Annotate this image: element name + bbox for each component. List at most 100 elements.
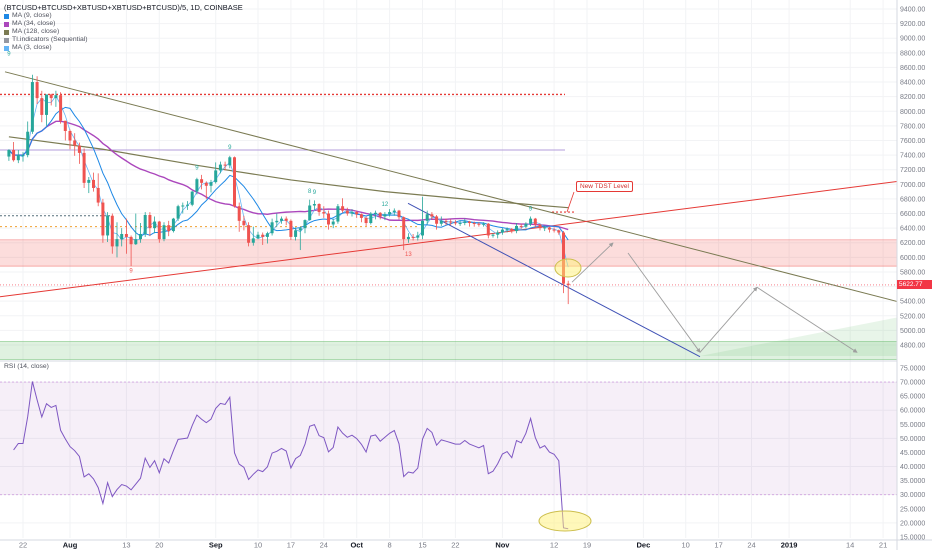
time-axis-label: 21 <box>879 541 887 550</box>
time-axis-label: 19 <box>583 541 591 550</box>
ascending-support[interactable] <box>0 177 932 298</box>
price-axis-label: 7400.00 <box>900 153 925 160</box>
rsi-axis-label: 55.0000 <box>900 422 925 429</box>
rsi-oversold-highlight[interactable] <box>538 510 592 532</box>
indicator-label: MA (34, close) <box>12 20 56 27</box>
legend-indicator[interactable]: MA (9, close) <box>4 12 243 20</box>
indicator-color-chip <box>4 45 9 51</box>
resistance-zone <box>0 239 897 267</box>
support-zone <box>0 341 897 360</box>
price-axis-label: 5800.00 <box>900 269 925 276</box>
projection-arrow[interactable] <box>627 252 701 353</box>
rsi-pane-title[interactable]: RSI (14, close) <box>4 363 49 370</box>
td-sequential-mark: 13 <box>405 252 412 258</box>
td-sequential-mark: 9 <box>529 207 533 213</box>
breakdown-trendline[interactable] <box>407 202 701 358</box>
candlestick-series <box>7 74 570 305</box>
price-axis[interactable] <box>897 0 932 550</box>
time-axis-label: 10 <box>254 541 262 550</box>
price-axis-label: 7000.00 <box>900 182 925 189</box>
rsi-line <box>13 381 569 530</box>
td-sequential-mark: 9 <box>129 269 133 275</box>
projection-arrow[interactable] <box>571 242 614 283</box>
rsi-pane <box>0 381 897 532</box>
descending-trendline[interactable] <box>4 71 930 310</box>
price-axis-label: 6000.00 <box>900 255 925 262</box>
ma-34-line <box>8 120 569 231</box>
last-price-badge: 5622.77 <box>897 279 932 289</box>
time-axis-label: 12 <box>550 541 558 550</box>
rsi-axis-label: 65.0000 <box>900 394 925 401</box>
indicator-color-chip <box>4 29 9 35</box>
time-axis-label: Sep <box>209 541 223 550</box>
td-sequential-mark: 9 <box>195 166 199 172</box>
time-axis[interactable] <box>0 540 932 550</box>
symbol-title[interactable]: (BTCUSD+BTCUSD+XBTUSD+XBTUSD+BTCUSD)/5, … <box>4 3 243 12</box>
time-axis-label: 8 <box>388 541 392 550</box>
indicator-label: MA (3, close) <box>12 44 52 51</box>
time-axis-label: Oct <box>350 541 363 550</box>
legend-indicator[interactable]: TI.indicators (Sequential) <box>4 36 243 44</box>
price-axis-label: 5200.00 <box>900 313 925 320</box>
tdst-pointer-line <box>566 191 575 213</box>
rsi-axis-label: 50.0000 <box>900 436 925 443</box>
tdst-annotation[interactable]: New TDST Level <box>576 181 633 192</box>
time-axis-label: 24 <box>320 541 328 550</box>
time-axis-label: Nov <box>495 541 510 550</box>
rsi-axis-label: 45.0000 <box>900 450 925 457</box>
time-axis-label: 22 <box>19 541 27 550</box>
price-axis-label: 8600.00 <box>900 65 925 72</box>
time-axis-label: 20 <box>155 541 163 550</box>
rsi-axis-label: 75.0000 <box>900 366 925 373</box>
rsi-axis-label: 20.0000 <box>900 520 925 527</box>
indicator-color-chip <box>4 21 9 27</box>
rsi-axis-label: 40.0000 <box>900 464 925 471</box>
time-axis-label: 2019 <box>781 541 798 550</box>
time-axis-label: 17 <box>287 541 295 550</box>
rsi-axis-label: 70.0000 <box>900 380 925 387</box>
rsi-axis-label: 60.0000 <box>900 408 925 415</box>
time-axis-label: 14 <box>846 541 854 550</box>
rsi-band <box>0 382 897 495</box>
projection-arrow[interactable] <box>756 286 858 353</box>
chart-legend: (BTCUSD+BTCUSD+XBTUSD+XBTUSD+BTCUSD)/5, … <box>4 3 243 52</box>
time-axis-label: Dec <box>637 541 651 550</box>
indicator-label: MA (128, close) <box>12 28 60 35</box>
td-sequential-mark: 12 <box>382 202 389 208</box>
price-axis-label: 6800.00 <box>900 196 925 203</box>
td-sequential-mark: 9 <box>7 52 11 58</box>
ma-128-line <box>8 136 569 209</box>
legend-indicator[interactable]: MA (34, close) <box>4 20 243 28</box>
td-sequential-mark: 8 <box>308 189 312 195</box>
indicator-color-chip <box>4 37 9 43</box>
time-axis-label: 10 <box>682 541 690 550</box>
time-axis-label: 22 <box>451 541 459 550</box>
rsi-axis-label: 15.0000 <box>900 534 925 541</box>
projection-arrow[interactable] <box>699 286 758 353</box>
price-axis-label: 8200.00 <box>900 94 925 101</box>
price-axis-label: 6200.00 <box>900 240 925 247</box>
price-axis-label: 7800.00 <box>900 123 925 130</box>
legend-indicator[interactable]: MA (3, close) <box>4 44 243 52</box>
time-axis-label: Aug <box>63 541 78 550</box>
price-axis-label: 6600.00 <box>900 211 925 218</box>
legend-indicator[interactable]: MA (128, close) <box>4 28 243 36</box>
time-axis-label: 17 <box>714 541 722 550</box>
price-axis-label: 9400.00 <box>900 7 925 14</box>
td-sequential-mark: 9 <box>313 190 317 196</box>
price-axis-label: 7600.00 <box>900 138 925 145</box>
crash-low-highlight[interactable] <box>554 258 582 278</box>
ma-9-line <box>8 106 569 241</box>
price-axis-label: 7200.00 <box>900 167 925 174</box>
time-axis-label: 13 <box>122 541 130 550</box>
indicator-label: TI.indicators (Sequential) <box>12 36 88 43</box>
indicator-label: MA (9, close) <box>12 12 52 19</box>
indicator-color-chip <box>4 13 9 19</box>
price-axis-label: 8000.00 <box>900 109 925 116</box>
time-axis-label: 24 <box>747 541 755 550</box>
rsi-axis-label: 25.0000 <box>900 506 925 513</box>
td-sequential-mark: 9 <box>228 145 232 151</box>
